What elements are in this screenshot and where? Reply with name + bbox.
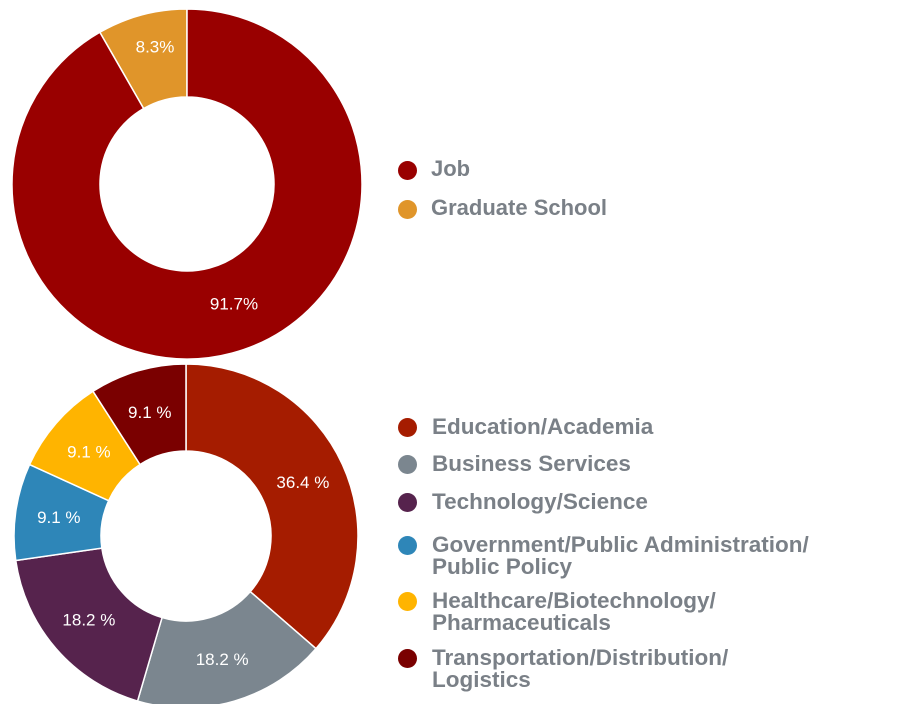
legend-swatch <box>398 536 417 555</box>
slice-job <box>11 8 363 360</box>
slice-value-label: 18.2 % <box>62 611 115 630</box>
legend-label: Business Services <box>432 451 631 476</box>
legend-swatch <box>398 200 417 219</box>
legend-swatch <box>398 649 417 668</box>
slice-transportation-distribution-logistics <box>91 363 187 466</box>
legend-item: Business Services <box>398 451 809 476</box>
slice-value-label: 9.1 % <box>67 442 110 461</box>
legend-swatch <box>398 418 417 437</box>
legend-item: Technology/Science <box>398 489 809 514</box>
legend-label: Transportation/Distribution/ Logistics <box>432 645 729 692</box>
legend-item: Job <box>398 158 607 197</box>
legend-label: Healthcare/Biotechnology/ Pharmaceutical… <box>432 588 716 635</box>
legend-label: Technology/Science <box>432 489 648 514</box>
legend-swatch <box>398 161 417 180</box>
legend-swatch <box>398 455 417 474</box>
legend-item: Education/Academia <box>398 414 809 439</box>
legend-destination: Job Graduate School <box>398 158 607 236</box>
legend-item: Healthcare/Biotechnology/ Pharmaceutical… <box>398 588 809 635</box>
legend-item: Transportation/Distribution/ Logistics <box>398 645 809 692</box>
slice-value-label: 36.4 % <box>276 473 329 492</box>
legend-label: Graduate School <box>431 195 608 220</box>
slice-value-label: 8.3% <box>136 38 175 57</box>
legend-label: Education/Academia <box>432 414 654 439</box>
slice-value-label: 91.7% <box>210 295 258 314</box>
donut-chart-industry: 36.4 % 18.2 % 18.2 % 9.1 % 9.1 % 9.1 % <box>13 363 359 704</box>
slice-education-academia <box>185 363 359 650</box>
legend-swatch <box>398 493 417 512</box>
slice-value-label: 9.1 % <box>37 508 80 527</box>
slice-technology-science <box>14 547 163 702</box>
legend-swatch <box>398 592 417 611</box>
legend-item: Graduate School <box>398 197 607 236</box>
slice-business-services <box>136 590 318 704</box>
legend-industry: Education/Academia Business Services Techn… <box>398 414 809 692</box>
legend-label: Government/Public Administration/ Public… <box>432 532 809 579</box>
donut-chart-destination: 8.3% 91.7% <box>11 8 363 360</box>
legend-item: Government/Public Administration/ Public… <box>398 532 809 579</box>
slice-value-label: 18.2 % <box>196 650 249 669</box>
legend-label: Job <box>431 156 471 181</box>
slice-value-label: 9.1 % <box>128 403 171 422</box>
